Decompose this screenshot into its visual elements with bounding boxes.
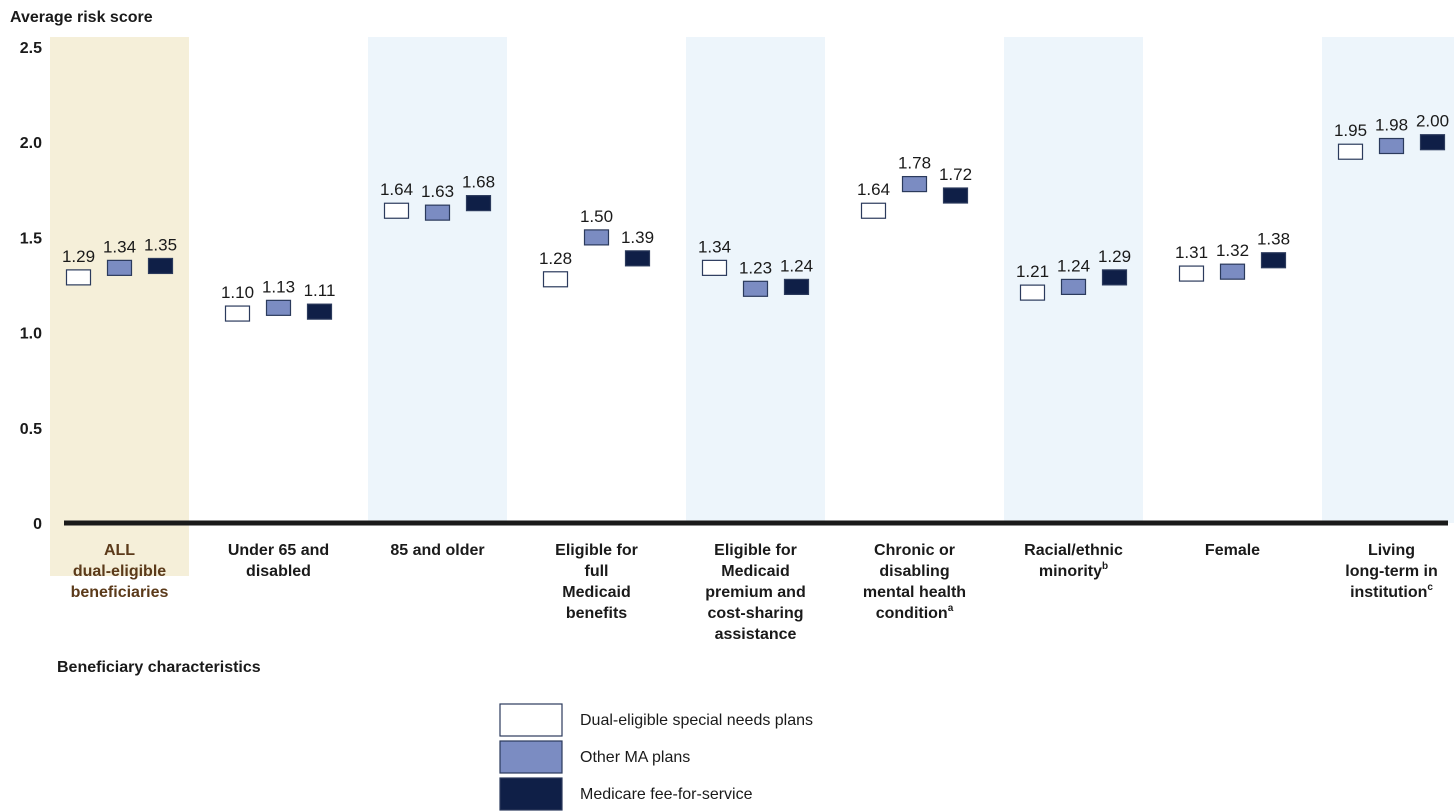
data-value-label: 1.98: [1375, 116, 1408, 135]
data-marker: [306, 303, 333, 320]
data-value-label: 1.29: [62, 247, 95, 266]
data-marker: [147, 257, 174, 275]
y-tick-label: 1.5: [20, 230, 42, 247]
legend: Dual-eligible special needs plans Other M…: [499, 703, 813, 811]
data-value-label: 1.35: [144, 235, 177, 254]
data-value-label: 1.23: [739, 258, 772, 277]
data-marker: [1101, 269, 1128, 286]
legend-swatch: [499, 703, 563, 737]
data-value-label: 1.31: [1175, 243, 1208, 262]
data-marker: [224, 305, 251, 322]
data-marker: [265, 299, 292, 316]
data-marker: [942, 187, 969, 204]
y-tick-label: 0: [33, 516, 42, 533]
data-value-label: 1.38: [1257, 230, 1290, 249]
category-label: Racial/ethnic minorityb: [1024, 542, 1123, 580]
data-marker: [1060, 278, 1087, 296]
band-all-beneficiaries: [50, 37, 189, 576]
data-marker: [383, 202, 410, 219]
data-marker: [424, 204, 451, 221]
data-marker: [701, 259, 728, 276]
data-markers: 1.29 1.10 1.64 1.28 1.34 1.64 1.21 1.31 1.95 1.34…: [62, 112, 1449, 322]
data-marker: [742, 280, 769, 297]
data-marker: [783, 278, 810, 296]
category-label: ALL dual-eligible beneficiaries: [71, 542, 169, 601]
y-tick-label: 0.5: [20, 421, 42, 438]
legend-label: Medicare fee-for-service: [580, 786, 753, 803]
legend-label: Dual-eligible special needs plans: [580, 712, 813, 729]
data-marker: [860, 202, 887, 219]
data-value-label: 1.50: [580, 207, 613, 226]
data-value-label: 1.29: [1098, 247, 1131, 266]
data-value-label: 1.72: [939, 165, 972, 184]
category-label: Living long-term in institutionc: [1345, 542, 1437, 601]
category-label: Under 65 and disabled: [228, 542, 329, 580]
data-value-label: 1.39: [621, 228, 654, 247]
data-marker: [1219, 263, 1246, 280]
y-tick-label: 2.0: [20, 135, 42, 152]
legend-swatch: [499, 777, 563, 811]
data-marker: [1419, 134, 1446, 151]
data-value-label: 1.24: [780, 256, 813, 275]
data-marker: [583, 229, 610, 246]
data-marker: [624, 250, 651, 267]
data-value-label: 1.24: [1057, 256, 1090, 275]
category-labels: ALL dual-eligible beneficiaries Under 65 an…: [71, 542, 1438, 643]
data-marker: [1337, 143, 1364, 160]
band-shaded: [1322, 37, 1454, 523]
category-label: Chronic or disabling mental health conditio…: [863, 542, 966, 622]
data-value-label: 1.95: [1334, 121, 1367, 140]
category-label: Eligible for full Medicaid benefits: [555, 542, 638, 622]
y-axis-ticks: 0 0.5 1.0 1.5 2.0 2.5: [20, 40, 42, 533]
y-tick-label: 2.5: [20, 40, 42, 57]
category-bands: [50, 37, 1454, 576]
data-value-label: 1.68: [462, 173, 495, 192]
data-marker: [1378, 137, 1405, 155]
data-value-label: 1.28: [539, 249, 572, 268]
data-marker: [106, 259, 133, 276]
data-value-label: 1.64: [857, 180, 890, 199]
data-value-label: 1.34: [103, 237, 136, 256]
data-value-label: 1.11: [304, 281, 336, 300]
data-marker: [901, 175, 928, 193]
data-marker: [1019, 284, 1046, 301]
data-value-label: 1.10: [221, 283, 254, 302]
data-marker: [1178, 265, 1205, 282]
x-axis-title: Beneficiary characteristics: [57, 659, 261, 676]
data-value-label: 1.64: [380, 180, 413, 199]
category-label: Eligible for Medicaid premium and cost-shar…: [705, 542, 805, 643]
data-marker: [65, 269, 92, 286]
legend-swatch: [499, 740, 563, 774]
y-tick-label: 1.0: [20, 326, 42, 343]
data-marker: [465, 195, 492, 212]
category-label: 85 and older: [390, 542, 484, 559]
legend-label: Other MA plans: [580, 749, 690, 766]
category-label: Female: [1205, 542, 1260, 559]
band-shaded: [368, 37, 507, 523]
y-axis-title: Average risk score: [10, 9, 153, 26]
data-value-label: 2.00: [1416, 112, 1449, 131]
data-marker: [542, 271, 569, 288]
data-value-label: 1.21: [1016, 262, 1049, 281]
data-value-label: 1.63: [421, 182, 454, 201]
data-value-label: 1.32: [1216, 241, 1249, 260]
data-marker: [1260, 252, 1287, 269]
data-value-label: 1.13: [262, 277, 295, 296]
data-value-label: 1.78: [898, 154, 931, 173]
data-value-label: 1.34: [698, 237, 731, 256]
